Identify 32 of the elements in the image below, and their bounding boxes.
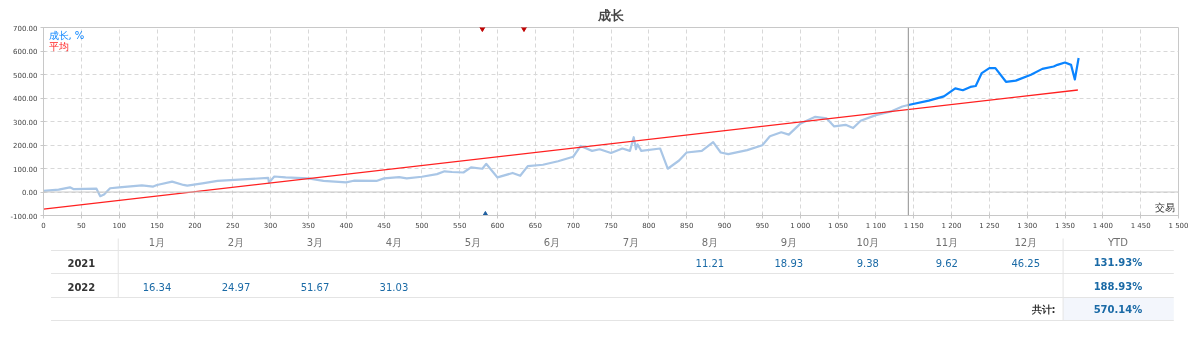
text: YTD bbox=[1107, 237, 1129, 248]
text: 4月 bbox=[385, 237, 403, 248]
text: 11月 bbox=[935, 237, 959, 248]
text: 9.62 bbox=[935, 257, 958, 269]
text: 12月 bbox=[1014, 237, 1038, 248]
text: 131.93% bbox=[1093, 257, 1143, 268]
text: 8月 bbox=[701, 237, 719, 248]
text: 18.93 bbox=[774, 257, 804, 269]
text: 51.67 bbox=[300, 281, 330, 293]
text: 2021 bbox=[67, 257, 96, 269]
text: 7月 bbox=[622, 237, 640, 248]
text: 10月 bbox=[856, 237, 880, 248]
chart-title: 成长 bbox=[597, 7, 625, 23]
text: 46.25 bbox=[1011, 257, 1041, 269]
text: 188.93% bbox=[1093, 281, 1143, 292]
text: 2月 bbox=[227, 237, 245, 248]
text: 16.34 bbox=[142, 281, 172, 293]
text: 3月 bbox=[306, 237, 324, 248]
text: 1月 bbox=[148, 237, 166, 248]
text: 成长, % bbox=[48, 29, 85, 41]
text: 共计: bbox=[1030, 304, 1056, 315]
text: 24.97 bbox=[221, 281, 251, 293]
text: 570.14% bbox=[1093, 304, 1143, 315]
x-axis-title: 交易 bbox=[1154, 201, 1175, 213]
text: 6月 bbox=[543, 237, 561, 248]
text: 9.38 bbox=[856, 257, 879, 269]
text: 31.03 bbox=[379, 281, 409, 293]
text: 9月 bbox=[780, 237, 798, 248]
text: 5月 bbox=[464, 237, 482, 248]
text: 平均 bbox=[48, 40, 69, 52]
text: 11.21 bbox=[695, 257, 725, 269]
text: 2022 bbox=[67, 281, 96, 293]
